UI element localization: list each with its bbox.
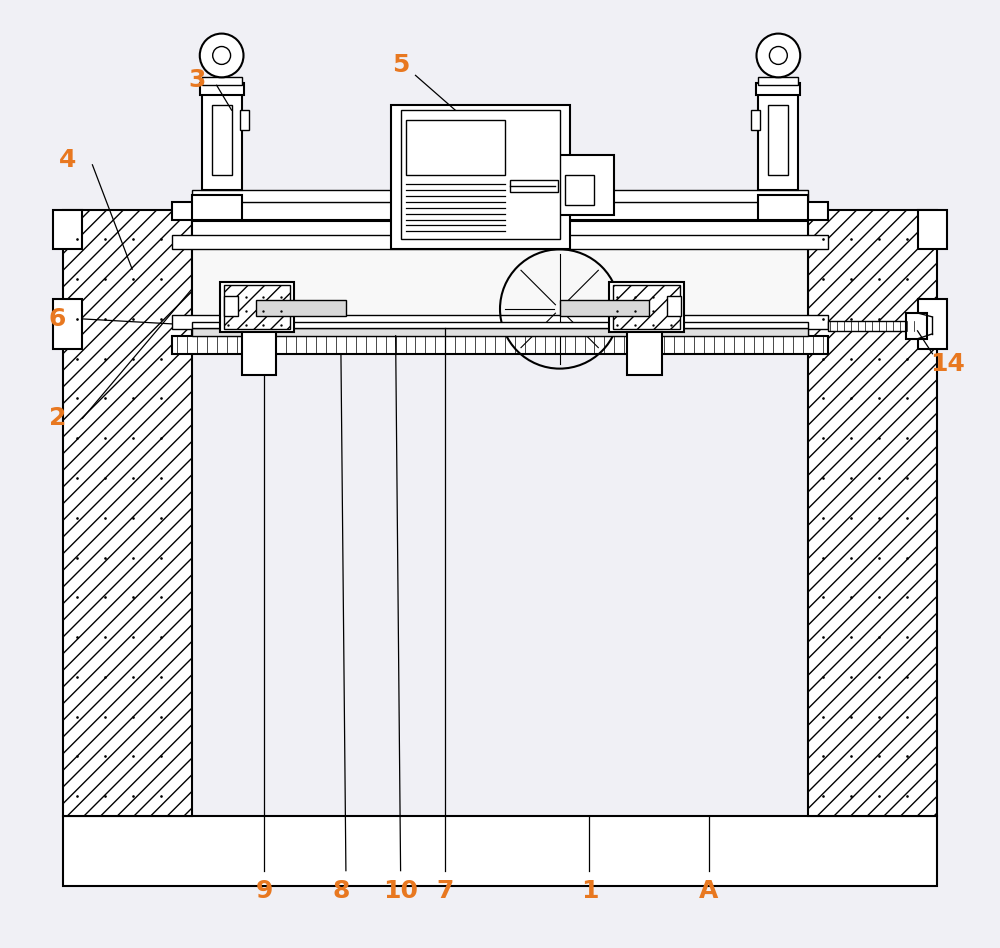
Bar	[613, 285, 680, 329]
Bar	[172, 336, 828, 354]
Bar	[53, 210, 82, 249]
Bar	[202, 78, 242, 85]
Bar	[256, 300, 346, 316]
Bar	[220, 283, 294, 332]
Circle shape	[769, 46, 787, 64]
Bar	[906, 313, 927, 338]
Bar	[200, 83, 244, 95]
Bar	[192, 322, 808, 328]
Text: 6: 6	[49, 307, 66, 331]
Bar	[510, 180, 558, 191]
Text: 7: 7	[437, 879, 454, 902]
Text: 4: 4	[59, 148, 76, 172]
Bar	[192, 317, 808, 338]
Bar	[63, 210, 192, 816]
Bar	[192, 328, 808, 336]
Bar	[627, 332, 662, 374]
Bar	[53, 299, 82, 349]
Bar	[758, 194, 808, 220]
Bar	[560, 300, 649, 316]
Text: 14: 14	[930, 352, 965, 375]
Circle shape	[200, 33, 244, 78]
Bar	[192, 194, 242, 220]
Bar	[192, 242, 808, 317]
Bar	[172, 235, 828, 249]
Bar	[192, 222, 808, 242]
Bar	[391, 105, 570, 249]
Bar	[828, 321, 918, 331]
Bar	[918, 210, 947, 249]
Text: 10: 10	[383, 879, 418, 902]
Bar	[202, 90, 242, 190]
Bar	[565, 174, 594, 205]
Text: 8: 8	[332, 879, 350, 902]
Text: 1: 1	[581, 879, 598, 902]
Bar	[758, 90, 798, 190]
Bar	[224, 285, 290, 329]
Text: 3: 3	[188, 68, 205, 92]
Bar	[172, 315, 828, 329]
Bar	[242, 332, 276, 374]
Circle shape	[213, 46, 231, 64]
Text: 2: 2	[49, 407, 66, 430]
Bar	[918, 299, 947, 349]
Bar	[212, 105, 232, 174]
Bar	[406, 120, 505, 174]
Bar	[751, 110, 760, 130]
Bar	[667, 296, 681, 316]
Text: 5: 5	[392, 53, 409, 78]
Text: A: A	[699, 879, 718, 902]
Bar	[756, 83, 800, 95]
Bar	[808, 210, 937, 816]
Bar	[192, 190, 808, 202]
Bar	[768, 105, 788, 174]
Circle shape	[756, 33, 800, 78]
Bar	[172, 202, 828, 220]
Bar	[63, 816, 937, 885]
Bar	[240, 110, 249, 130]
Bar	[401, 110, 560, 240]
Text: 9: 9	[256, 879, 273, 902]
Bar	[224, 296, 238, 316]
Bar	[758, 78, 798, 85]
Bar	[555, 155, 614, 214]
Bar	[609, 283, 684, 332]
